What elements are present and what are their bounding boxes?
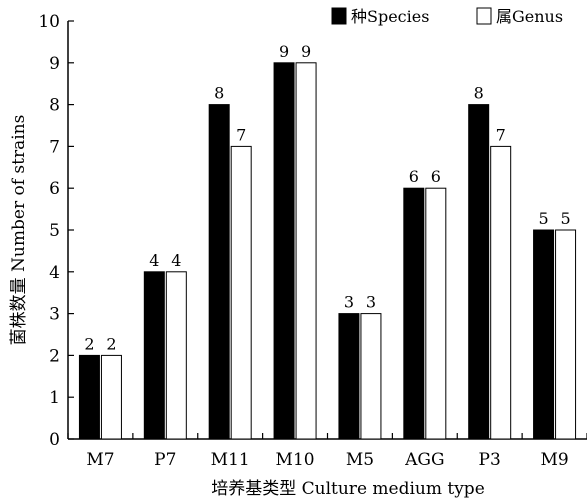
y-tick-label: 0 — [49, 430, 60, 450]
x-tick-label: AGG — [404, 450, 444, 470]
bar-species — [533, 229, 555, 440]
legend-swatch-genus — [476, 7, 492, 25]
x-tick-label: M9 — [540, 450, 568, 470]
data-label: 2 — [106, 334, 116, 353]
y-tick-label: 10 — [38, 12, 60, 32]
x-tick-label: M5 — [346, 450, 374, 470]
bars — [78, 62, 577, 440]
legend: 种Species 属Genus — [331, 7, 563, 26]
y-tick-label: 4 — [49, 263, 60, 283]
x-tick-label: M7 — [86, 450, 114, 470]
y-tick-label: 5 — [49, 221, 60, 241]
bar-species — [208, 104, 230, 440]
data-label: 3 — [344, 293, 354, 312]
bar-species — [273, 62, 295, 440]
data-label: 7 — [496, 125, 506, 144]
x-tick-label: M11 — [211, 450, 250, 470]
data-label: 2 — [84, 334, 94, 353]
y-tick-label: 3 — [49, 305, 60, 325]
legend-swatch-species — [331, 7, 347, 25]
y-tick-label: 8 — [49, 96, 60, 116]
bar-genus — [555, 229, 577, 440]
y-tick-label: 6 — [49, 179, 60, 199]
bar-species — [78, 354, 100, 440]
data-label: 5 — [560, 209, 570, 228]
bar-genus — [165, 271, 187, 440]
data-label: 9 — [279, 42, 289, 61]
y-tick-label: 2 — [49, 346, 60, 366]
data-label: 8 — [214, 84, 224, 103]
data-label: 6 — [409, 167, 419, 186]
data-label: 5 — [538, 209, 548, 228]
data-label: 3 — [366, 293, 376, 312]
bar-genus — [425, 187, 447, 440]
y-tick-label: 9 — [49, 54, 60, 74]
data-labels: 2 4 8 9 3 6 8 5 2 4 7 9 3 6 7 5 — [84, 42, 570, 354]
x-axis-title: 培养基类型 Culture medium type — [211, 479, 485, 499]
data-label: 8 — [474, 84, 484, 103]
legend-label-genus: 属Genus — [496, 7, 563, 26]
data-label: 9 — [301, 42, 311, 61]
bar-genus — [360, 313, 382, 440]
x-tick-label: M10 — [276, 450, 315, 470]
data-label: 4 — [171, 251, 181, 270]
bar-species — [338, 313, 360, 440]
y-axis-title: 菌株数量 Number of strains — [9, 115, 29, 346]
bar-species — [143, 271, 165, 440]
bar-genus — [100, 354, 122, 440]
data-label: 4 — [149, 251, 159, 270]
y-tick-label: 7 — [49, 137, 60, 157]
data-label: 7 — [236, 125, 246, 144]
x-tick-label: P3 — [479, 450, 501, 470]
bar-genus — [295, 62, 317, 440]
bar-species — [468, 104, 490, 440]
data-label: 6 — [431, 167, 441, 186]
bar-genus — [230, 145, 252, 440]
legend-label-species: 种Species — [351, 7, 429, 26]
bar-genus — [490, 145, 512, 440]
y-tick-label: 1 — [49, 388, 60, 408]
bar-species — [403, 187, 425, 440]
y-axis: 0 1 2 3 4 5 6 7 8 9 10 — [38, 12, 74, 450]
x-tick-label: P7 — [154, 450, 176, 470]
